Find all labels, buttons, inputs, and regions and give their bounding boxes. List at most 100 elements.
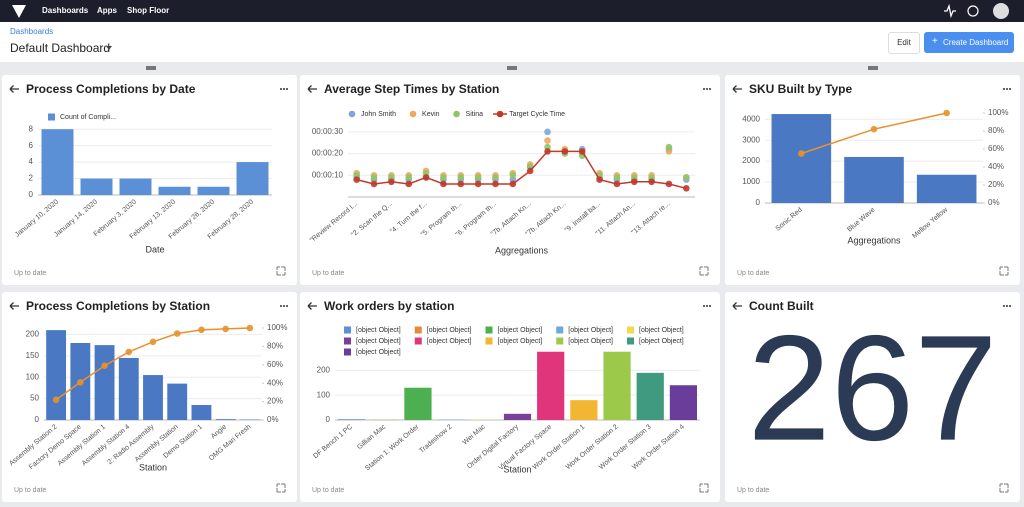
logo xyxy=(12,5,26,18)
grip[interactable] xyxy=(507,66,517,70)
marker xyxy=(52,396,60,404)
y2-tick-label: 100% xyxy=(988,108,1008,117)
marker xyxy=(422,174,430,181)
y-tick-label: 00:00:10 xyxy=(312,170,344,179)
expand-icon[interactable] xyxy=(276,266,286,276)
avatar[interactable] xyxy=(993,3,1009,19)
header: Dashboards Default Dashboard Edit + Crea… xyxy=(0,22,1024,62)
menu-dot[interactable] xyxy=(1003,305,1005,307)
legend-label: [object Object] xyxy=(356,349,401,356)
marker xyxy=(544,148,551,155)
create-button[interactable]: + Create Dashboard xyxy=(924,32,1014,53)
back-arrow[interactable] xyxy=(732,302,742,310)
panel-status: Up to date xyxy=(312,487,345,494)
menu-dot[interactable] xyxy=(280,88,282,90)
menu-dot[interactable] xyxy=(280,305,282,307)
help-icon[interactable] xyxy=(967,5,979,17)
marker xyxy=(440,174,447,181)
marker xyxy=(149,338,157,346)
nav-item[interactable]: Shop Floor xyxy=(127,6,170,15)
x-axis-label: Aggregations xyxy=(495,245,549,255)
y-tick-label: 4000 xyxy=(742,114,760,123)
edit-button[interactable]: Edit xyxy=(888,32,920,54)
back-arrow[interactable] xyxy=(9,302,19,310)
panel: 0 2 4 6 8 January 10, 2020 January 14, 2020 Feb… xyxy=(2,75,297,285)
panel: 267 Count Built Up to date xyxy=(725,292,1020,502)
legend-swatch xyxy=(556,326,564,334)
marker xyxy=(474,174,482,181)
expand-icon[interactable] xyxy=(276,483,286,493)
marker xyxy=(683,174,690,181)
grip[interactable] xyxy=(868,66,878,70)
menu-dot[interactable] xyxy=(706,88,708,90)
big-number: 267 xyxy=(747,304,997,472)
back-arrow[interactable] xyxy=(307,85,317,93)
expand-icon[interactable] xyxy=(999,483,1009,493)
legend-swatch xyxy=(453,110,460,118)
menu-dot[interactable] xyxy=(706,305,708,307)
y2-tick-label: 40% xyxy=(267,378,283,387)
expand-icon[interactable] xyxy=(699,483,709,493)
marker xyxy=(370,174,378,181)
menu-dot[interactable] xyxy=(703,88,705,90)
marker xyxy=(613,174,621,181)
legend-label: [object Object] xyxy=(498,327,543,334)
y2-tick-label: 20% xyxy=(267,397,283,406)
activity-icon[interactable] xyxy=(944,3,956,19)
dashboard-title[interactable]: Default Dashboard xyxy=(10,41,111,55)
menu-dot[interactable] xyxy=(1006,305,1008,307)
y-tick-label: 00:00:30 xyxy=(312,127,344,136)
grip[interactable] xyxy=(146,66,156,70)
panel-canvas: 0 1000 2000 3000 4000 0% 20% 40% 60% 80% 100% Sonic… xyxy=(732,85,1011,276)
menu-dot[interactable] xyxy=(1003,88,1005,90)
menu-dot[interactable] xyxy=(283,88,285,90)
marker xyxy=(492,180,499,188)
legend-swatch xyxy=(496,110,504,118)
y-tick-label: 0 xyxy=(35,415,40,424)
menu-dot[interactable] xyxy=(286,88,288,90)
legend-label: Kevin xyxy=(422,111,440,118)
marker xyxy=(596,176,603,183)
nav-item[interactable]: Apps xyxy=(97,6,117,15)
marker xyxy=(388,178,395,186)
bar xyxy=(118,357,139,420)
menu-dot[interactable] xyxy=(1009,305,1011,307)
bar xyxy=(191,405,212,420)
marker xyxy=(101,362,108,370)
breadcrumb[interactable]: Dashboards xyxy=(10,27,54,36)
panel-title: SKU Built by Type xyxy=(749,82,853,96)
menu-dot[interactable] xyxy=(286,305,288,307)
marker xyxy=(665,143,673,151)
marker xyxy=(613,180,621,188)
legend-label: [object Object] xyxy=(568,327,613,334)
x-tick-label: Station 1: Work Order xyxy=(364,423,421,472)
menu-dot[interactable] xyxy=(709,88,711,90)
marker xyxy=(544,128,551,136)
back-arrow[interactable] xyxy=(9,85,19,93)
expand-icon[interactable] xyxy=(999,266,1009,276)
bar xyxy=(404,387,432,420)
menu-dot[interactable] xyxy=(709,305,711,307)
menu-dot[interactable] xyxy=(1009,88,1011,90)
marker xyxy=(474,180,482,188)
panel: 0 1000 2000 3000 4000 0% 20% 40% 60% 80% 100% Sonic… xyxy=(725,75,1020,285)
menu-dot[interactable] xyxy=(703,305,705,307)
bar xyxy=(916,174,977,203)
expand-icon[interactable] xyxy=(699,266,709,276)
back-arrow[interactable] xyxy=(732,85,742,93)
back-arrow[interactable] xyxy=(307,302,317,310)
menu-dot[interactable] xyxy=(1006,88,1008,90)
nav-item[interactable]: Dashboards xyxy=(42,6,89,15)
bar xyxy=(636,372,664,420)
bar xyxy=(167,383,188,420)
marker xyxy=(173,330,181,337)
marker xyxy=(125,348,133,356)
legend-swatch xyxy=(344,348,351,356)
y-tick-label: 2 xyxy=(29,174,34,183)
y2-tick-label: 60% xyxy=(988,144,1004,153)
legend-swatch xyxy=(344,326,351,334)
menu-dot[interactable] xyxy=(283,305,285,307)
caret[interactable] xyxy=(105,45,113,51)
marker xyxy=(457,174,465,181)
